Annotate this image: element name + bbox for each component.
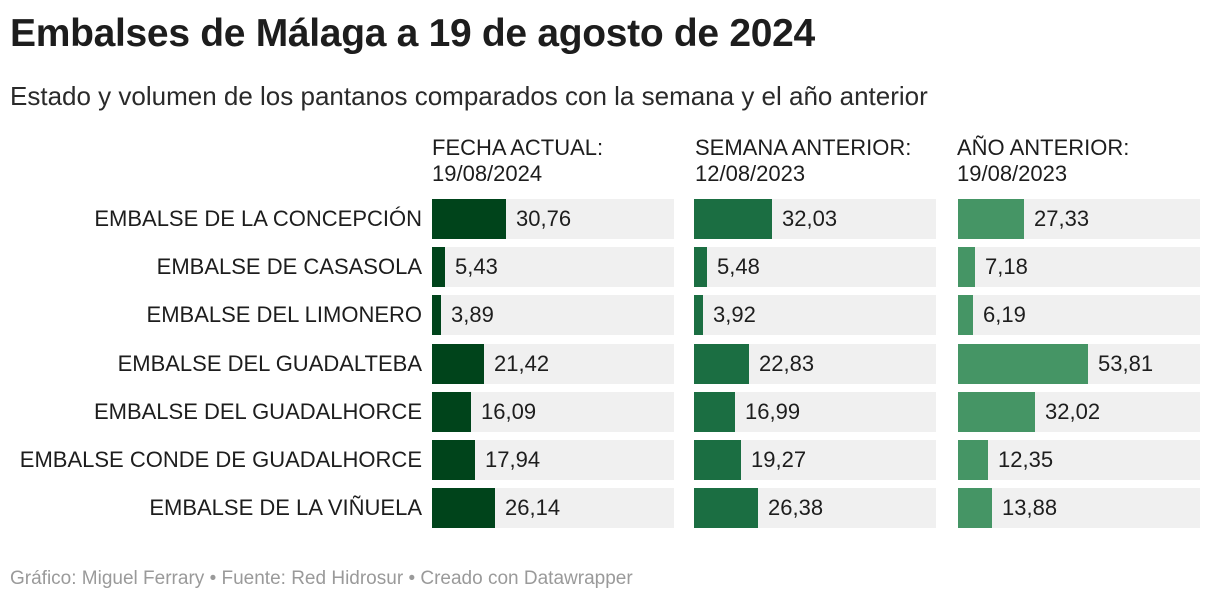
bar-track: 16,09 — [432, 392, 674, 432]
value-label: 5,43 — [455, 254, 498, 279]
bar — [694, 199, 772, 239]
row-label: EMBALSE CONDE DE GUADALHORCE — [19, 447, 422, 472]
bar-track: 22,83 — [694, 344, 936, 384]
bar — [694, 344, 749, 384]
row-label: EMBALSE DE LA VIÑUELA — [149, 495, 422, 520]
column-header-label: SEMANA ANTERIOR: — [695, 135, 912, 160]
column-header-label: FECHA ACTUAL: — [432, 135, 604, 160]
value-label: 17,94 — [485, 447, 541, 472]
footer-separator: • — [209, 568, 217, 589]
bar-track: 26,14 — [432, 488, 674, 528]
column-header-previous-year: AÑO ANTERIOR: 19/08/2023 — [957, 135, 1129, 187]
bar — [694, 295, 703, 335]
bar — [432, 392, 471, 432]
bar-track: 16,99 — [694, 392, 936, 432]
bar — [694, 392, 735, 432]
column-header-date: 19/08/2024 — [432, 161, 543, 186]
column-header-date: 19/08/2023 — [957, 161, 1068, 186]
bar — [694, 488, 758, 528]
bar — [958, 199, 1024, 239]
value-label: 16,99 — [745, 399, 801, 424]
bar-track: 53,81 — [958, 344, 1200, 384]
bar — [432, 199, 506, 239]
row-label: EMBALSE DEL GUADALTEBA — [117, 351, 422, 376]
value-label: 30,76 — [516, 206, 572, 231]
value-label: 21,42 — [494, 351, 550, 376]
chart-subtitle: Estado y volumen de los pantanos compara… — [10, 81, 928, 111]
bar — [958, 392, 1035, 432]
value-label: 22,83 — [759, 351, 815, 376]
column-header-date: 12/08/2023 — [695, 161, 806, 186]
bar-track: 26,38 — [694, 488, 936, 528]
chart-title: Embalses de Málaga a 19 de agosto de 202… — [10, 12, 815, 55]
bar — [958, 295, 973, 335]
bar-track: 12,35 — [958, 440, 1200, 480]
footer-author: Gráfico: Miguel Ferrary — [10, 568, 205, 589]
row-label: EMBALSE DE LA CONCEPCIÓN — [94, 206, 422, 231]
bar — [958, 344, 1088, 384]
value-label: 5,48 — [717, 254, 760, 279]
chart-footer: Gráfico: Miguel Ferrary • Fuente: Red Hi… — [10, 568, 633, 590]
bar-track: 5,43 — [432, 247, 674, 287]
value-label: 7,18 — [985, 254, 1028, 279]
bar — [958, 440, 988, 480]
bar-track: 17,94 — [432, 440, 674, 480]
bar — [958, 488, 992, 528]
footer-source: Fuente: Red Hidrosur — [221, 568, 404, 589]
bar-track: 13,88 — [958, 488, 1200, 528]
bar-track: 3,89 — [432, 295, 674, 335]
bar — [432, 440, 475, 480]
value-label: 26,38 — [768, 495, 824, 520]
value-label: 16,09 — [481, 399, 537, 424]
row-label: EMBALSE DEL GUADALHORCE — [93, 399, 422, 424]
value-label: 32,03 — [782, 206, 838, 231]
bar-track: 32,02 — [958, 392, 1200, 432]
bar-track: 6,19 — [958, 295, 1200, 335]
footer-tool: Creado con Datawrapper — [420, 568, 633, 589]
column-header-previous-week: SEMANA ANTERIOR: 12/08/2023 — [695, 135, 911, 187]
value-label: 6,19 — [983, 302, 1026, 327]
value-label: 26,14 — [505, 495, 561, 520]
bar-track: 5,48 — [694, 247, 936, 287]
bar — [958, 247, 975, 287]
bar — [432, 488, 495, 528]
row-label: EMBALSE DEL LIMONERO — [146, 302, 422, 327]
bar-track: 27,33 — [958, 199, 1200, 239]
row-label: EMBALSE DE CASASOLA — [156, 254, 422, 279]
bar-track: 3,92 — [694, 295, 936, 335]
value-label: 32,02 — [1045, 399, 1101, 424]
bar-track: 19,27 — [694, 440, 936, 480]
bar — [694, 247, 707, 287]
value-label: 53,81 — [1098, 351, 1154, 376]
value-label: 27,33 — [1034, 206, 1090, 231]
bar — [432, 344, 484, 384]
bar — [432, 247, 445, 287]
bar-track: 30,76 — [432, 199, 674, 239]
bar — [694, 440, 741, 480]
bar-track: 7,18 — [958, 247, 1200, 287]
value-label: 13,88 — [1002, 495, 1058, 520]
value-label: 3,92 — [713, 302, 756, 327]
value-label: 19,27 — [751, 447, 807, 472]
bar-track: 32,03 — [694, 199, 936, 239]
bar — [432, 295, 441, 335]
value-label: 12,35 — [998, 447, 1054, 472]
column-header-label: AÑO ANTERIOR: — [957, 135, 1130, 160]
footer-separator: • — [408, 568, 416, 589]
value-label: 3,89 — [451, 302, 494, 327]
column-header-current: FECHA ACTUAL: 19/08/2024 — [432, 135, 603, 187]
bar-track: 21,42 — [432, 344, 674, 384]
